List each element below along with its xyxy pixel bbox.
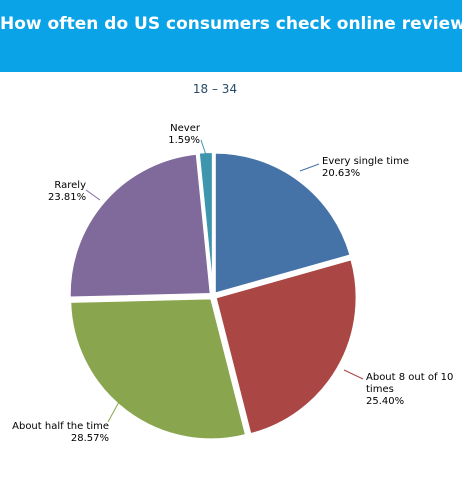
leader-line <box>85 189 101 201</box>
value-label: 1.59% <box>168 135 200 146</box>
title-banner <box>0 0 462 72</box>
leader-line <box>200 139 207 156</box>
pie-slice <box>197 151 214 294</box>
slice-label: About 8 out of 10 times <box>366 372 454 395</box>
slice-label: About half the time <box>12 421 109 432</box>
leader-line <box>107 399 121 423</box>
value-label: 23.81% <box>48 192 87 203</box>
leader-line <box>343 369 364 380</box>
pie-slice <box>213 151 352 295</box>
pie-slice <box>68 152 212 299</box>
chart-title: How often do US consumers check online r… <box>0 14 462 34</box>
pie-slice <box>214 258 358 436</box>
value-label: 28.57% <box>70 433 109 444</box>
value-label: 20.63% <box>322 168 361 179</box>
chart-subtitle: 18 – 34 <box>192 82 238 96</box>
pie-slice <box>69 297 248 441</box>
slice-label: Rarely <box>54 180 86 191</box>
leader-line <box>299 163 320 172</box>
value-label: 25.40% <box>366 396 405 407</box>
slice-label: Never <box>170 123 200 134</box>
slice-label: Every single time <box>322 156 409 167</box>
